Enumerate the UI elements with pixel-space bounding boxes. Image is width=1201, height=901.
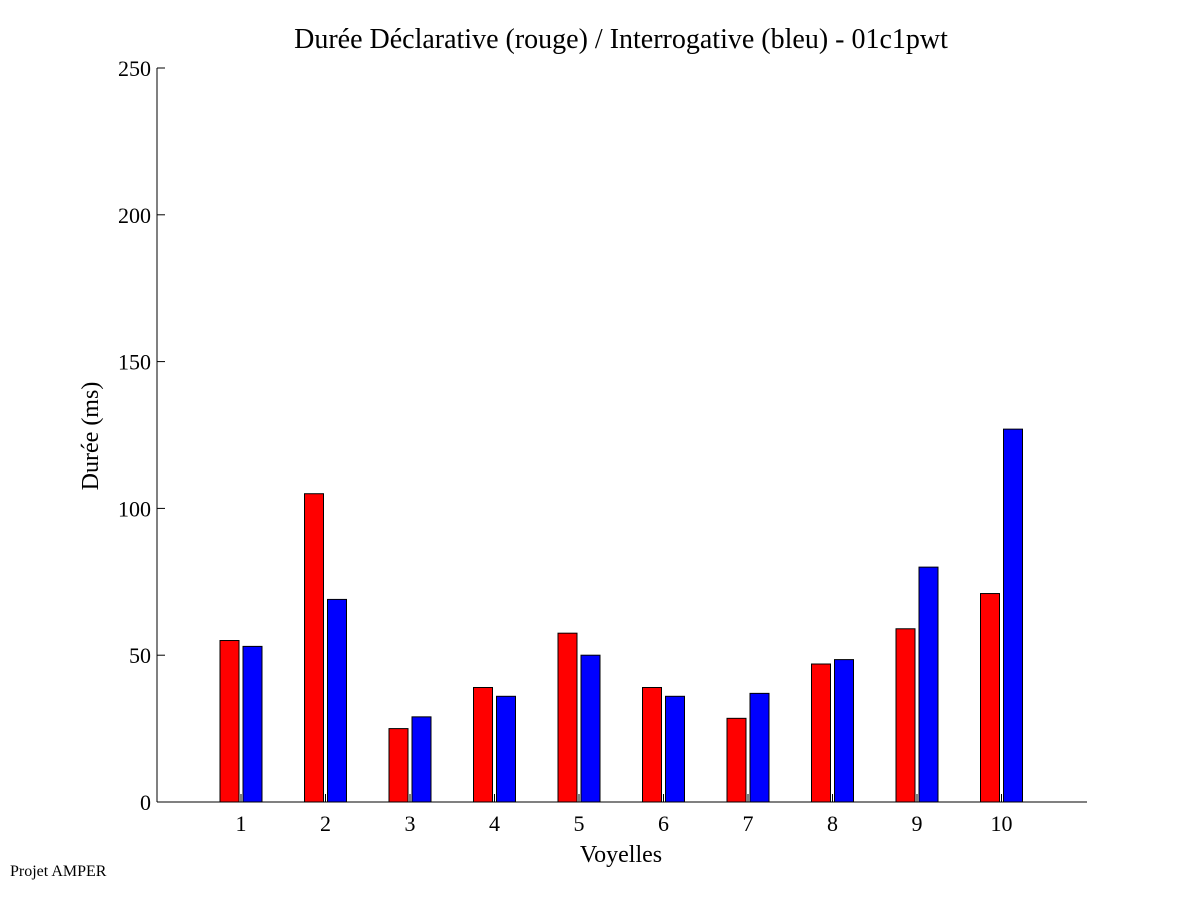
x-tick-label-4: 4 [489,811,500,836]
y-tick-label-200: 200 [118,203,151,228]
bar-series1-3 [388,728,409,803]
x-tick-label-8: 8 [827,811,838,836]
x-tick-label-2: 2 [320,811,331,836]
x-tick-label-1: 1 [236,811,247,836]
plot-area: 0 50 100 150 200 250 1 2 3 4 5 6 7 8 9 10 [118,56,1087,836]
y-tick-label-100: 100 [118,496,151,521]
y-tick-label-150: 150 [118,350,151,375]
bar-series1-1 [219,640,240,803]
x-tick-label-9: 9 [912,811,923,836]
x-tick-label-3: 3 [405,811,416,836]
bar-series2-9 [918,566,939,803]
y-tick-label-0: 0 [140,790,151,815]
bar-series1-9 [895,628,916,803]
bar-series1-7 [726,717,747,803]
bar-series2-6 [665,695,685,803]
bar-series1-8 [811,663,831,803]
bar-series1-10 [980,593,1000,803]
bar-series2-4 [496,695,516,803]
bar-series2-10 [1003,428,1023,803]
y-tick-label-50: 50 [129,643,151,668]
x-tick-label-10: 10 [991,811,1013,836]
chart-title: Durée Déclarative (rouge) / Interrogativ… [294,24,948,55]
bar-series1-4 [473,686,493,803]
x-tick-label-5: 5 [574,811,585,836]
y-axis-label: Durée (ms) [78,382,104,491]
y-tick-label-250: 250 [118,56,151,81]
bar-series2-1 [242,645,263,803]
bar-series2-8 [834,659,854,803]
bar-series2-3 [411,716,432,803]
bar-series2-5 [580,654,601,803]
bar-series1-5 [557,632,578,803]
bar-series2-7 [749,692,770,803]
x-tick-label-7: 7 [743,811,754,836]
footer-label: Projet AMPER [10,863,107,880]
bar-series1-2 [304,493,324,803]
x-axis-label: Voyelles [580,842,662,868]
bar-series2-2 [327,598,347,803]
x-tick-label-6: 6 [658,811,669,836]
bar-series1-6 [642,686,662,803]
